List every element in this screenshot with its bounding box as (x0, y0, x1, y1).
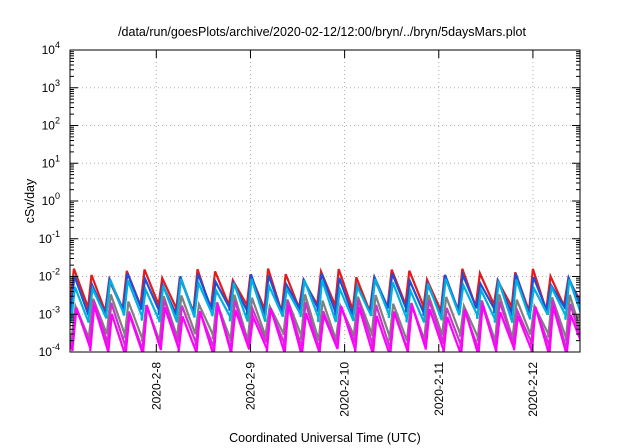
x-tick-label: 2020-2-10 (338, 362, 352, 417)
y-tick-base: 10 (39, 345, 53, 359)
y-tick-base: 10 (42, 81, 56, 95)
y-axis-label: cSv/day (23, 178, 37, 223)
series-line (70, 304, 580, 352)
x-tick-label: 2020-2-11 (432, 362, 446, 416)
series-line (70, 270, 580, 317)
y-tick-label: 10-1 (39, 229, 60, 246)
y-tick-exponent: 1 (55, 153, 60, 163)
y-tick-base: 10 (39, 307, 53, 321)
y-tick-exponent: -4 (52, 342, 60, 352)
y-tick-label: 10-4 (39, 342, 60, 359)
y-tick-base: 10 (42, 194, 56, 208)
y-tick-exponent: -1 (52, 229, 60, 239)
y-tick-label: 104 (42, 40, 60, 57)
x-tick-label: 2020-2-12 (526, 362, 540, 417)
y-tick-exponent: -2 (52, 267, 60, 277)
y-tick-base: 10 (42, 156, 56, 170)
y-tick-base: 10 (42, 43, 56, 57)
grid-lines (70, 50, 580, 352)
y-tick-base: 10 (39, 232, 53, 246)
y-tick-exponent: 0 (55, 191, 60, 201)
chart-title: /data/run/goesPlots/archive/2020-02-12/1… (118, 25, 526, 39)
y-tick-base: 10 (39, 270, 53, 284)
y-tick-label: 101 (42, 153, 60, 170)
y-tick-base: 10 (42, 119, 56, 133)
y-tick-label: 10-3 (39, 304, 60, 321)
x-axis-label: Coordinated Universal Time (UTC) (229, 431, 421, 445)
y-tick-exponent: -3 (52, 304, 60, 314)
y-tick-label: 10-2 (39, 267, 60, 284)
x-tick-label: 2020-2-8 (149, 362, 163, 410)
series-group (70, 267, 580, 352)
y-tick-label: 100 (42, 191, 60, 208)
y-tick-label: 102 (42, 116, 60, 133)
x-axis: 2020-2-8 2020-2-9 2020-2-10 2020-2-11 2020-2… (149, 50, 540, 417)
y-tick-exponent: 3 (55, 78, 60, 88)
y-tick-label: 103 (42, 78, 60, 95)
x-tick-label: 2020-2-9 (243, 362, 257, 410)
series-line (70, 278, 580, 323)
y-tick-exponent: 2 (55, 116, 60, 126)
y-tick-exponent: 4 (55, 40, 60, 50)
